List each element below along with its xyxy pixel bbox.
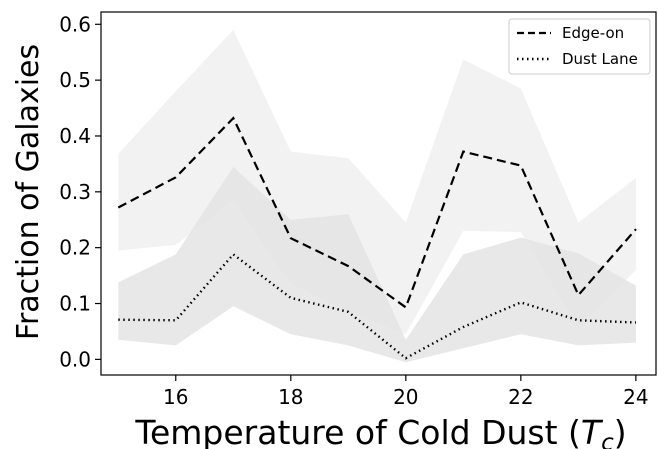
edge-on-band [118,29,636,335]
x-tick-label: 22 [508,385,533,409]
dust-lane-line [118,252,636,360]
x-axis-title-text: Temperature of Cold Dust ( [134,413,580,449]
legend-label-edge-on: Edge-on [562,24,624,42]
x-tick-label: 16 [163,385,188,409]
series-lines [117,116,637,360]
uncertainty-bands [118,29,636,363]
x-axis-ticks: 16 18 20 22 24 [163,375,649,409]
y-tick-label: 0.6 [59,12,91,36]
y-tick-label: 0.5 [59,68,91,92]
x-tick-label: 24 [623,385,648,409]
x-axis-title: Temperature of Cold Dust (Tc) [134,413,626,449]
edge-on-line [117,116,637,310]
y-tick-label: 0.0 [59,347,91,371]
legend-label-dust-lane: Dust Lane [562,50,638,68]
legend: Edge-on Dust Lane [508,18,651,75]
y-tick-label: 0.2 [59,236,91,260]
y-tick-label: 0.1 [59,292,91,316]
plot-frame [100,11,657,376]
x-axis-title-subscript: c [601,430,614,449]
y-tick-label: 0.3 [59,180,91,204]
x-axis-title-close: ) [614,413,627,449]
x-axis-title-symbol: T [581,413,604,449]
y-axis-title: Fraction of Galaxies [11,44,46,340]
dust-lane-band [118,166,636,363]
y-axis-ticks: 0.0 0.1 0.2 0.3 0.4 0.5 0.6 [59,12,101,371]
x-tick-label: 18 [278,385,303,409]
y-tick-label: 0.4 [59,124,91,148]
x-tick-label: 20 [393,385,418,409]
